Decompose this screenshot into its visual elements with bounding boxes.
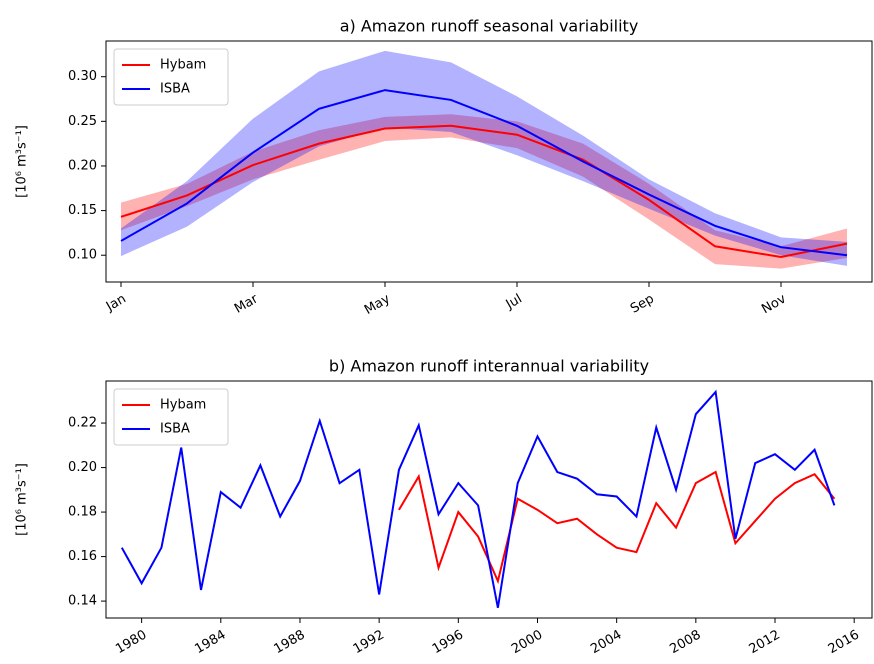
x-tick-label: May — [362, 291, 393, 318]
legend-label: ISBA — [160, 422, 190, 437]
series-line — [120, 389, 836, 608]
x-tick-label: Mar — [232, 291, 261, 317]
y-tick-label: 0.22 — [68, 416, 97, 431]
y-tick-label: 0.25 — [68, 114, 97, 129]
x-tick-label: 2008 — [667, 628, 703, 658]
chart-title: b) Amazon runoff interannual variability — [329, 357, 649, 376]
x-tick-label: Jul — [503, 292, 525, 313]
legend-box — [113, 388, 229, 446]
x-tick-label: 1996 — [430, 628, 466, 658]
y-tick-label: 0.14 — [68, 594, 97, 609]
x-tick-label: 1992 — [351, 628, 387, 658]
x-tick-label: 1984 — [192, 628, 228, 658]
x-tick-label: 1980 — [113, 628, 149, 658]
legend-label: ISBA — [160, 82, 190, 97]
y-tick-label: 0.30 — [68, 69, 97, 84]
y-axis-label: [10⁶ m³s⁻¹] — [15, 125, 30, 198]
plot-frame — [105, 380, 873, 619]
x-tick-label: Sep — [628, 292, 657, 317]
chart-title: a) Amazon runoff seasonal variability — [340, 17, 639, 36]
y-tick-label: 0.18 — [68, 505, 97, 520]
plot-frame — [105, 40, 873, 283]
series-line — [120, 89, 848, 257]
y-tick-label: 0.16 — [68, 549, 97, 564]
series-line — [120, 124, 848, 259]
x-tick-label: 1988 — [272, 628, 308, 658]
plot: a) Amazon runoff seasonal variability [10… — [15, 17, 873, 318]
legend-box — [113, 48, 229, 106]
plot: b) Amazon runoff interannual variability… — [15, 357, 873, 658]
y-axis-label: [10⁶ m³s⁻¹] — [15, 463, 30, 536]
y-tick-label: 0.10 — [68, 248, 97, 263]
band — [121, 114, 847, 269]
x-tick-label: 2012 — [747, 628, 783, 658]
legend-label: Hybam — [160, 58, 206, 73]
x-tick-label: 2016 — [826, 628, 862, 658]
series-line — [398, 470, 836, 585]
x-tick-label: Nov — [759, 291, 789, 317]
legend-label: Hybam — [160, 398, 206, 413]
y-tick-label: 0.15 — [68, 203, 97, 218]
x-tick-label: 2000 — [509, 628, 545, 658]
y-tick-label: 0.20 — [68, 158, 97, 173]
x-tick-label: 2004 — [588, 628, 624, 658]
y-tick-label: 0.20 — [68, 460, 97, 475]
x-tick-label: Jan — [103, 292, 129, 316]
